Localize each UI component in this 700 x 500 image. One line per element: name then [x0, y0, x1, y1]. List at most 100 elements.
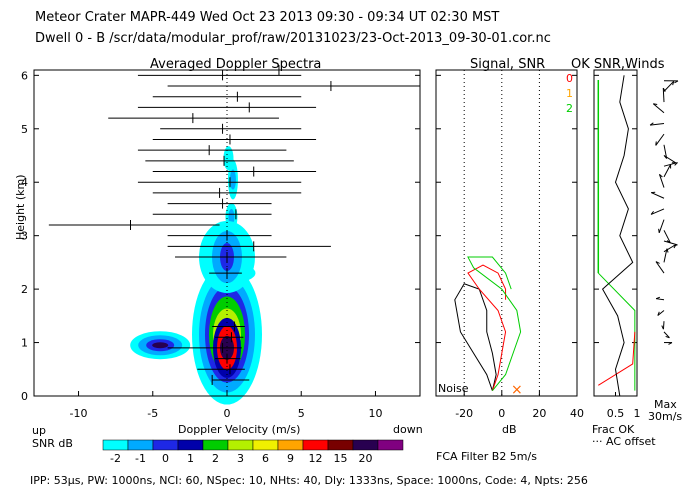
colorbar-tick-label: 1 [187, 452, 194, 465]
x-tick-label: 10 [368, 407, 382, 420]
wind-arrow [663, 240, 678, 246]
x-axis-label: Doppler Velocity (m/s) [178, 423, 301, 436]
plot-title: Meteor Crater MAPR-449 Wed Oct 23 2013 0… [35, 10, 500, 25]
wind-arrow [663, 230, 671, 244]
y-tick-label: 1 [21, 337, 28, 350]
x-tick-label: -5 [147, 407, 158, 420]
wind-arrow [658, 174, 665, 188]
frac-x-tick-label: 0.5 [607, 407, 625, 420]
fca-filter: FCA Filter B2 5m/s [436, 450, 537, 463]
y-tick-label: 6 [21, 69, 28, 82]
wind-arrow [663, 80, 675, 92]
colorbar-tick-label: 9 [287, 452, 294, 465]
ok-fraction-green-low [597, 272, 636, 391]
snr-title: Signal, SNR [470, 57, 546, 72]
colorbar-swatch [377, 439, 404, 451]
wind-arrowhead [655, 141, 657, 146]
wind-arrow [651, 192, 665, 199]
y-tick-label: 4 [21, 176, 28, 189]
wind-arrowhead [673, 244, 678, 247]
colorbar-tick-label: 3 [237, 452, 244, 465]
colorbar-tick-label: 0 [162, 452, 169, 465]
wind-arrow [650, 122, 665, 126]
wind-arrowhead [659, 173, 663, 178]
ac-offset-label: ··· AC offset [592, 435, 656, 448]
x-tick-label: -10 [70, 407, 88, 420]
y-tick-label: 5 [21, 123, 28, 136]
winds-title: OK SNR,Winds [571, 57, 665, 72]
ok-fraction-red [598, 331, 636, 386]
ok-fraction-black [601, 75, 634, 397]
wind-arrowhead [672, 81, 675, 86]
noise-label: Noise [438, 382, 469, 395]
spectrum-blob [228, 208, 235, 225]
wind-arrowhead [649, 122, 654, 126]
wind-arrowhead [674, 80, 679, 84]
wind-arrow [663, 144, 668, 159]
frac-ok-label: Frac OK [592, 423, 635, 436]
wind-arrow [663, 155, 677, 164]
wind-arrow [662, 321, 665, 330]
colorbar-tick-label: -2 [110, 452, 121, 465]
wind-arrowhead [655, 261, 660, 264]
snr-x-tick-label: 40 [570, 407, 584, 420]
snr-series-2 [467, 256, 522, 391]
spectrum-blob [229, 169, 236, 190]
wind-arrow [655, 261, 665, 274]
noise-marker: × [511, 382, 523, 398]
wind-arrow [655, 133, 665, 146]
max-value: 30m/s [648, 410, 683, 423]
legend-series-2: 2 [566, 102, 573, 115]
colorbar-snr-label: SNR dB [32, 437, 73, 450]
wind-arrowhead [665, 335, 670, 339]
spectrum-blob [152, 342, 169, 349]
wind-arrowhead [668, 342, 673, 345]
y-tick-label: 2 [21, 283, 28, 296]
colorbar-tick-label: 15 [334, 452, 348, 465]
snr-x-tick-label: -20 [455, 407, 473, 420]
x-tick-label: 5 [298, 407, 305, 420]
y-tick-label: 0 [21, 390, 28, 403]
snr-x-tick-label: 20 [532, 407, 546, 420]
wind-arrow [658, 219, 665, 233]
colorbar-tick-label: 2 [212, 452, 219, 465]
wind-arrow [662, 88, 665, 103]
wind-arrowhead [658, 228, 660, 233]
colorbar-swatch [327, 439, 354, 451]
radar-params: IPP: 53µs, PW: 1000ns, NCI: 60, NSpec: 1… [30, 474, 588, 487]
colorbar-swatch [127, 439, 154, 451]
legend-series-0: 0 [566, 72, 573, 85]
snr-series-0 [454, 283, 497, 391]
colorbar-down-label: down [393, 423, 423, 436]
colorbar-tick-label: -1 [135, 452, 146, 465]
colorbar-swatch [102, 439, 129, 451]
wind-arrowhead [657, 311, 660, 316]
wind-arrow [650, 208, 665, 215]
wind-arrowhead [666, 240, 671, 244]
wind-arrow [657, 310, 665, 316]
snr-x-axis-label: dB [502, 423, 517, 436]
colorbar-swatch [252, 439, 279, 451]
colorbar-tick-label: 12 [309, 452, 323, 465]
legend-series-1: 1 [566, 87, 573, 100]
colorbar-up-label: up [32, 424, 46, 437]
wind-arrowhead [650, 210, 654, 215]
colorbar-tick-label: 20 [359, 452, 373, 465]
wind-arrow [656, 298, 665, 301]
snr-series-1 [467, 264, 507, 391]
x-tick-label: 0 [224, 407, 231, 420]
colorbar-swatch [177, 439, 204, 451]
wind-arrowhead [653, 103, 658, 106]
panel-frame-2 [593, 69, 638, 397]
max-label: Max [654, 398, 677, 411]
wind-arrow [652, 103, 665, 114]
y-tick-label: 3 [21, 230, 28, 243]
frac-x-tick-label: 1 [634, 407, 641, 420]
colorbar-swatch [277, 439, 304, 451]
colorbar-swatch [227, 439, 254, 451]
colorbar-swatch [202, 439, 229, 451]
file-path: Dwell 0 - B /scr/data/modular_prof/raw/2… [35, 31, 551, 46]
panel-frame-1 [435, 69, 578, 397]
colorbar-tick-label: 6 [262, 452, 269, 465]
